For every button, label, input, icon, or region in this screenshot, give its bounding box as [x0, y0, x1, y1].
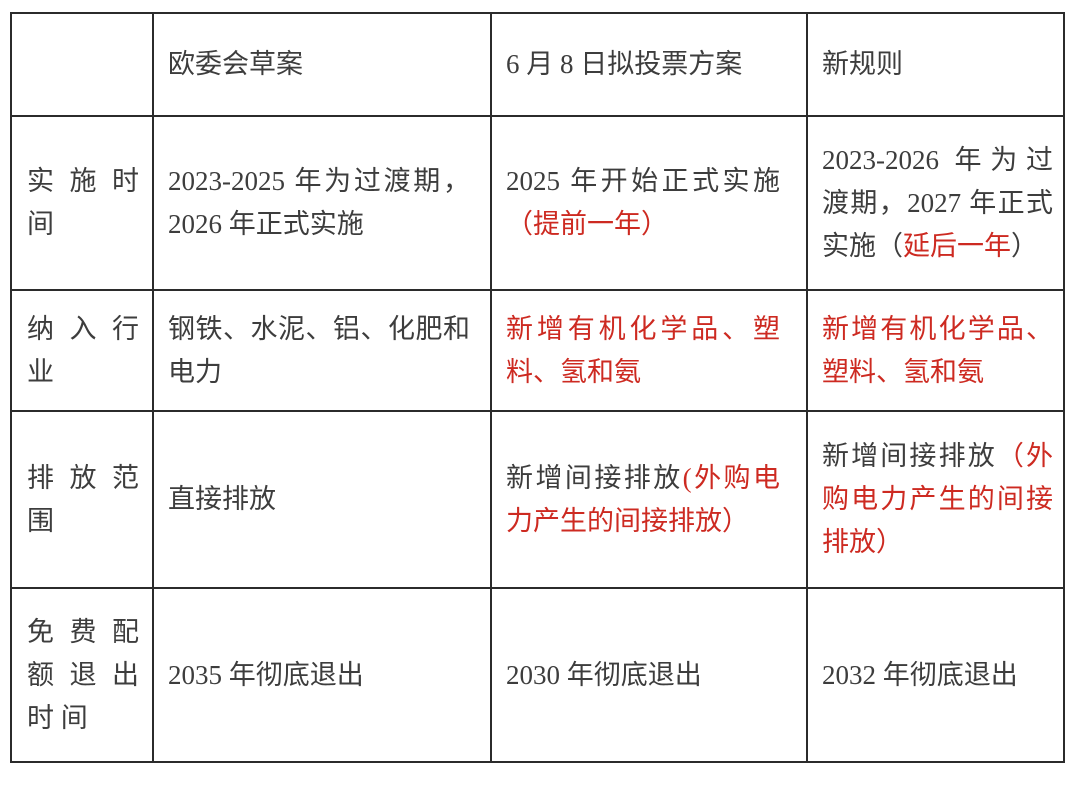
text-segment: 2025 年开始正式实施: [506, 166, 780, 196]
header-cell-june8-vote-plan: 6 月 8 日拟投票方案: [490, 12, 808, 117]
cell-scope-new-rules: 新增间接排放（外购电力产生的间接排放）: [806, 410, 1065, 589]
row-label-implementation-time: 实 施 时 间: [10, 115, 154, 291]
comparison-table: 欧委会草案 6 月 8 日拟投票方案 新规则 实 施 时 间 2023-2025…: [10, 12, 1065, 763]
highlighted-text-segment: 新增有机化学品、塑料、氢和氨: [822, 313, 1053, 387]
row-emission-scope: 排 放 范 围 直接排放 新增间接排放(外购电力产生的间接排放） 新增间接排放（…: [10, 410, 1065, 589]
text-segment: 直接排放: [168, 484, 276, 514]
highlighted-text-segment: （外购电力产生的间接排放）: [822, 441, 1054, 557]
cell-industries-new-rules: 新增有机化学品、塑料、氢和氨: [806, 289, 1065, 412]
highlighted-text-segment: (外购电力产生的间接排放）: [506, 462, 780, 536]
row-label-emission-scope: 排 放 范 围: [10, 410, 154, 589]
cell-phaseout-vote: 2030 年彻底退出: [490, 587, 808, 763]
row-label-free-allowance-phaseout: 免 费 配 额 退 出 时 间: [10, 587, 154, 763]
highlighted-text-segment: 新增有机化学品、塑料、氢和氨: [506, 313, 780, 387]
cell-industries-vote: 新增有机化学品、塑料、氢和氨: [490, 289, 808, 412]
text-segment: 2023-2025 年为过渡期，2026 年正式实施: [168, 166, 470, 239]
text-segment: 新增间接排放: [822, 441, 997, 471]
text-segment: 2035 年彻底退出: [168, 659, 364, 690]
cell-industries-draft: 钢铁、水泥、铝、化肥和电力: [152, 289, 492, 412]
header-cell-new-rules: 新规则: [806, 12, 1065, 117]
row-implementation-time: 实 施 时 间 2023-2025 年为过渡期，2026 年正式实施 2025 …: [10, 115, 1065, 291]
row-label-included-industries: 纳 入 行 业: [10, 289, 154, 412]
text-segment: ）: [1011, 230, 1038, 261]
header-cell-empty: [10, 12, 154, 117]
highlighted-text-segment: 延后一年: [903, 230, 1011, 261]
cell-scope-draft: 直接排放: [152, 410, 492, 589]
highlighted-text-segment: （提前一年）: [506, 209, 668, 239]
text-segment: 2023-2026 年为过渡期，2027 年正式实施（: [822, 144, 1053, 261]
cell-scope-vote: 新增间接排放(外购电力产生的间接排放）: [490, 410, 808, 589]
cell-implementation-draft: 2023-2025 年为过渡期，2026 年正式实施: [152, 115, 492, 291]
text-segment: 新增间接排放: [506, 462, 683, 493]
cell-implementation-vote: 2025 年开始正式实施 （提前一年）: [490, 115, 808, 291]
header-cell-commission-draft: 欧委会草案: [152, 12, 492, 117]
text-segment: 2030 年彻底退出: [506, 659, 702, 690]
cell-phaseout-new-rules: 2032 年彻底退出: [806, 587, 1065, 763]
row-free-allowance-phaseout: 免 费 配 额 退 出 时 间 2035 年彻底退出 2030 年彻底退出 20…: [10, 587, 1065, 763]
text-segment: 2032 年彻底退出: [822, 659, 1018, 690]
text-segment: 钢铁、水泥、铝、化肥和电力: [168, 313, 470, 387]
cell-phaseout-draft: 2035 年彻底退出: [152, 587, 492, 763]
header-row: 欧委会草案 6 月 8 日拟投票方案 新规则: [10, 12, 1065, 117]
cell-implementation-new-rules: 2023-2026 年为过渡期，2027 年正式实施（延后一年）: [806, 115, 1065, 291]
row-included-industries: 纳 入 行 业 钢铁、水泥、铝、化肥和电力 新增有机化学品、塑料、氢和氨 新增有…: [10, 289, 1065, 412]
